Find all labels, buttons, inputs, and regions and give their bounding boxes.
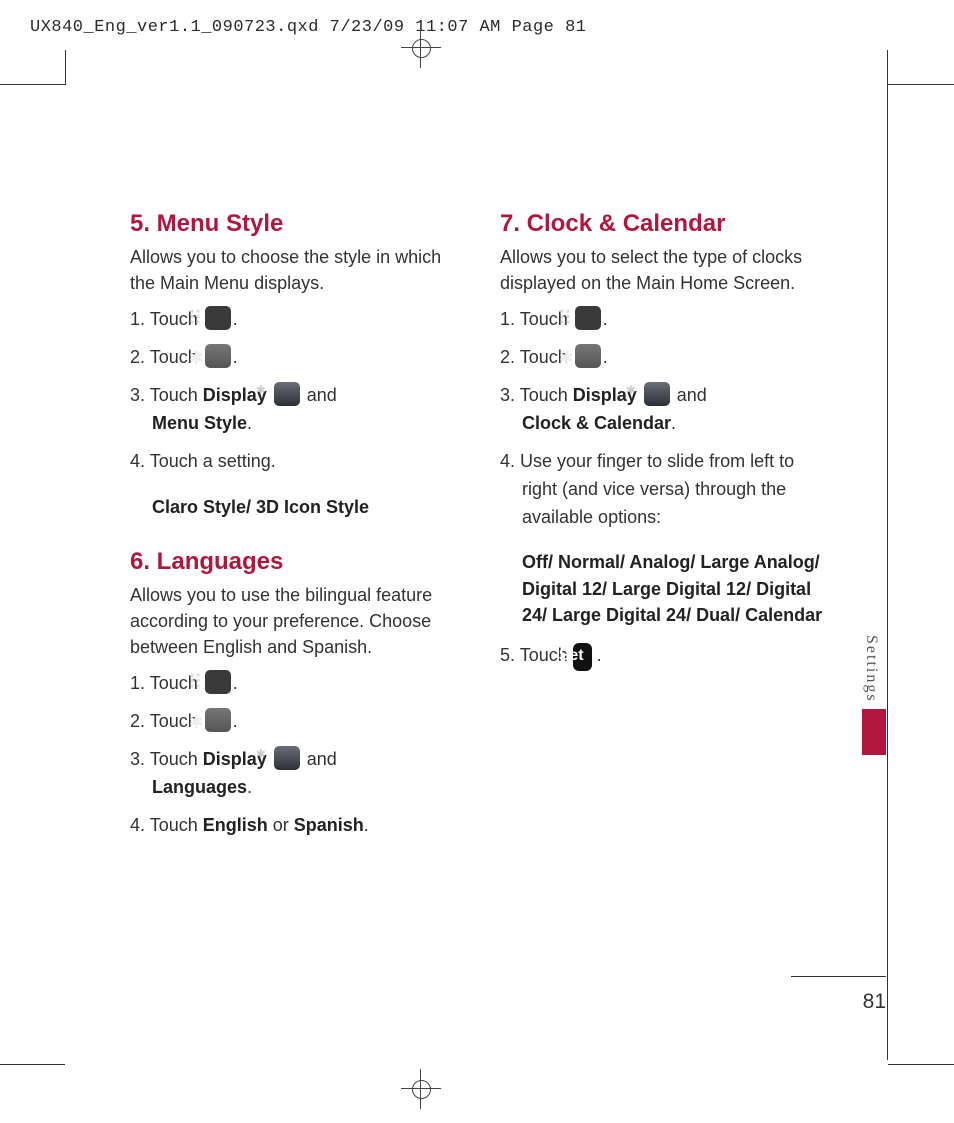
step: 3. Touch Display and Languages.	[130, 746, 460, 802]
settings-gear-icon	[575, 344, 601, 368]
side-tab-label: Settings	[862, 635, 880, 703]
page-content: 5. Menu Style Allows you to choose the s…	[130, 200, 830, 857]
step: 1. Touch .	[130, 670, 460, 698]
section-intro: Allows you to choose the style in which …	[130, 244, 460, 296]
section-heading: 5. Menu Style	[130, 210, 460, 238]
section-heading: 6. Languages	[130, 548, 460, 576]
menu-grid-icon	[205, 670, 231, 694]
set-button-label: Set	[573, 643, 592, 671]
step: 3. Touch Display and Menu Style.	[130, 382, 460, 438]
crop-rule	[0, 1064, 65, 1065]
page-number-rule	[791, 976, 886, 977]
menu-grid-icon	[575, 306, 601, 330]
step: 4. Touch English or Spanish.	[130, 812, 460, 840]
registration-mark-top	[407, 34, 435, 62]
step: 5. Touch Set .	[500, 642, 830, 671]
section-intro: Allows you to select the type of clocks …	[500, 244, 830, 296]
settings-gear-icon	[205, 344, 231, 368]
page-number: 81	[863, 990, 886, 1014]
step: 1. Touch .	[130, 306, 460, 334]
crop-rule	[65, 50, 66, 85]
crop-rule	[0, 84, 65, 85]
display-icon	[274, 746, 300, 770]
registration-mark-bottom	[407, 1075, 435, 1103]
step-list: 1. Touch . 2. Touch . 3. Touch Display a…	[130, 670, 460, 839]
step: 2. Touch .	[130, 708, 460, 736]
step: 1. Touch .	[500, 306, 830, 334]
step: 4. Use your finger to slide from left to…	[500, 448, 830, 532]
step-list: 1. Touch . 2. Touch . 3. Touch Display a…	[130, 306, 460, 475]
step: 4. Touch a setting.	[130, 448, 460, 476]
crop-rule	[887, 50, 888, 1060]
crop-rule	[888, 84, 954, 85]
left-column: 5. Menu Style Allows you to choose the s…	[130, 200, 460, 857]
side-tab: Settings	[862, 635, 886, 755]
step-list: 1. Touch . 2. Touch . 3. Touch Display a…	[500, 306, 830, 531]
options-list: Off/ Normal/ Analog/ Large Analog/ Digit…	[522, 549, 830, 627]
crop-rule	[888, 1064, 954, 1065]
settings-gear-icon	[205, 708, 231, 732]
step: 2. Touch .	[500, 344, 830, 372]
right-column: 7. Clock & Calendar Allows you to select…	[500, 200, 830, 857]
step-list: 5. Touch Set .	[500, 642, 830, 671]
step: 2. Touch .	[130, 344, 460, 372]
display-icon	[644, 382, 670, 406]
display-icon	[274, 382, 300, 406]
section-heading: 7. Clock & Calendar	[500, 210, 830, 238]
step: 3. Touch Display and Clock & Calendar.	[500, 382, 830, 438]
menu-grid-icon	[205, 306, 231, 330]
print-header: UX840_Eng_ver1.1_090723.qxd 7/23/09 11:0…	[30, 18, 587, 37]
side-tab-block	[862, 709, 886, 755]
options-list: Claro Style/ 3D Icon Style	[152, 494, 460, 520]
section-intro: Allows you to use the bilingual feature …	[130, 582, 460, 660]
